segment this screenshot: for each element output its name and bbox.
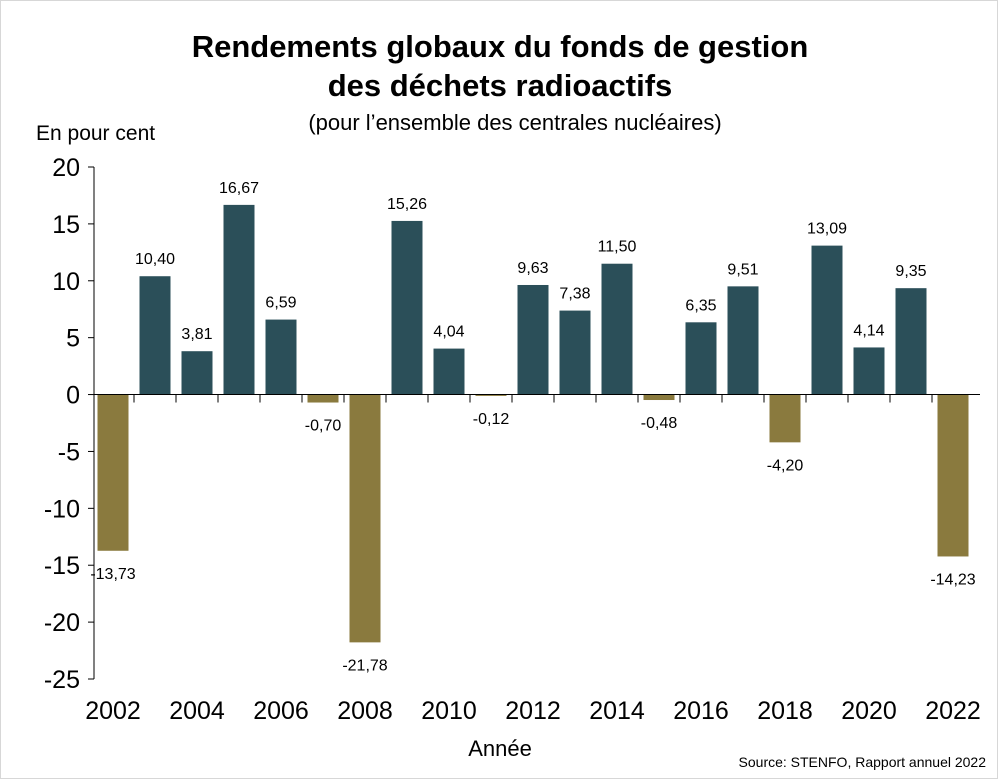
data-label: 4,14 — [853, 322, 884, 339]
y-tick-label: -10 — [44, 495, 80, 523]
data-label: -4,20 — [767, 457, 804, 474]
x-tick-label: 2014 — [589, 697, 645, 725]
data-label: 15,26 — [387, 196, 427, 213]
data-label: -21,78 — [342, 657, 387, 674]
y-tick-label: 15 — [52, 211, 80, 239]
x-tick-label: 2022 — [925, 697, 981, 725]
bar — [937, 394, 969, 557]
bar — [139, 276, 171, 395]
bar — [769, 394, 801, 443]
chart-title-line1: Rendements globaux du fonds de gestion — [191, 29, 809, 64]
data-label: 6,35 — [685, 297, 716, 314]
bar — [895, 288, 927, 395]
data-label: 6,59 — [265, 295, 296, 312]
data-label: 4,04 — [433, 324, 464, 341]
data-label: 9,35 — [895, 263, 926, 280]
chart-title-line2: des déchets radioactifs — [327, 68, 673, 103]
bar — [391, 220, 423, 395]
data-label: 9,63 — [517, 260, 548, 277]
data-label: -0,12 — [473, 411, 510, 428]
x-tick-label: 2008 — [337, 697, 393, 725]
bar — [307, 394, 339, 403]
bar — [559, 310, 591, 395]
x-tick-label: 2020 — [841, 697, 897, 725]
bar — [517, 284, 549, 395]
bar — [97, 394, 129, 551]
bar — [643, 394, 675, 401]
y-tick-label: -15 — [44, 552, 80, 580]
x-tick-label: 2016 — [673, 697, 729, 725]
bar — [811, 245, 843, 395]
x-tick-label: 2004 — [169, 697, 225, 725]
data-label: 3,81 — [181, 326, 212, 343]
x-tick-label: 2018 — [757, 697, 813, 725]
data-label: 16,67 — [219, 180, 259, 197]
bar — [223, 204, 255, 395]
source-note: Source: STENFO, Rapport annuel 2022 — [738, 754, 986, 770]
x-axis-label: Année — [468, 736, 532, 761]
y-tick-label: 5 — [66, 325, 80, 353]
bar — [853, 347, 885, 395]
x-tick-label: 2002 — [85, 697, 141, 725]
data-label: 11,50 — [598, 239, 637, 256]
data-label: 13,09 — [807, 221, 847, 238]
data-label: 10,40 — [135, 251, 175, 268]
bar — [475, 394, 507, 396]
y-tick-label: -20 — [44, 609, 80, 637]
bar — [433, 348, 465, 395]
y-tick-label: -25 — [44, 666, 80, 694]
x-tick-label: 2012 — [505, 697, 561, 725]
x-tick-label: 2006 — [253, 697, 309, 725]
bar — [349, 394, 381, 643]
chart-subtitle: (pour l’ensemble des centrales nucléaire… — [308, 110, 722, 135]
data-label: -13,73 — [90, 566, 135, 583]
data-label: 9,51 — [727, 261, 758, 278]
bar — [685, 322, 717, 395]
bar — [727, 286, 759, 395]
x-tick-label: 2010 — [421, 697, 477, 725]
y-tick-label: -5 — [58, 438, 80, 466]
data-label: -14,23 — [930, 571, 975, 588]
bar — [181, 351, 213, 395]
data-label: 7,38 — [559, 286, 590, 303]
y-tick-label: 20 — [52, 154, 80, 182]
data-label: -0,70 — [305, 418, 342, 435]
y-tick-label: 10 — [52, 268, 80, 296]
data-label: -0,48 — [641, 415, 678, 432]
bar — [265, 319, 297, 395]
y-tick-label: 0 — [66, 382, 80, 410]
y-axis-label: En pour cent — [36, 122, 156, 145]
bar — [601, 263, 633, 395]
